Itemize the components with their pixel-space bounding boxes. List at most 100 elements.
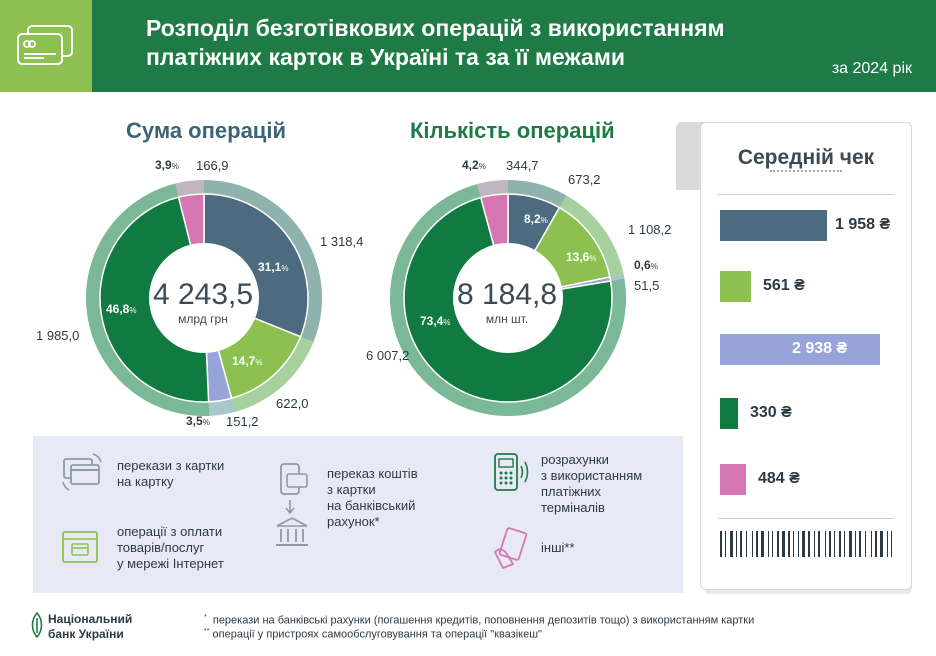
nbu-name-line2: банк України	[48, 627, 124, 641]
legend-other: інші**	[541, 540, 575, 555]
legend-terminals: розрахунки з використанням платіжних тер…	[541, 452, 643, 515]
avg-value-account-transfer: 2 938 ₴	[792, 340, 848, 357]
barcode-bar	[887, 531, 888, 557]
barcode-bar	[849, 531, 852, 557]
count-center-hole	[453, 243, 563, 353]
barcode-bar	[855, 531, 856, 557]
barcode-bar	[798, 531, 799, 557]
header-banner: Розподіл безготівкових операцій з викори…	[0, 0, 936, 92]
count-value-account-transfer: 51,5	[634, 278, 660, 293]
sum-center-hole	[149, 243, 259, 353]
chart-title-count: Кількість операцій	[410, 118, 615, 143]
other-operations-icon	[493, 527, 528, 570]
avg-value-internet: 561 ₴	[763, 277, 805, 294]
barcode-bar	[859, 531, 861, 557]
count-outer-slice-card-to-card	[508, 180, 567, 208]
footnote-1-text: перекази на банківські рахунки (погашенн…	[212, 614, 755, 627]
sum-value-card-to-card: 1 318,4	[320, 234, 364, 249]
legend-internet: операції з оплати товарів/послуг у мереж…	[117, 524, 224, 571]
footnote-2-mark: **	[204, 628, 210, 635]
footnote-2-text: операції у пристроях самообслуговування …	[212, 628, 542, 641]
period-label: за 2024 рік	[831, 60, 912, 77]
sum-pct-account-transfer: 3,5%	[186, 414, 210, 428]
barcode-bar	[834, 531, 835, 557]
avg-value-card-to-card: 1 958 ₴	[835, 216, 891, 233]
receipt-divider-top	[718, 194, 894, 195]
count-value-internet: 1 108,2	[628, 222, 672, 237]
receipt-divider-bottom	[718, 518, 894, 519]
barcode-bar	[761, 531, 764, 557]
page-title-line1: Розподіл безготівкових операцій з викори…	[146, 15, 725, 41]
header-icon-box	[0, 0, 92, 92]
barcode-bar	[777, 531, 779, 557]
count-total-value: 8 184,8	[456, 278, 558, 311]
count-pct-card-to-card: 8,2%	[524, 212, 548, 226]
sum-pct-terminals: 46,8%	[106, 302, 137, 316]
footnote-1: * перекази на банківські рахунки (погаше…	[204, 614, 754, 627]
sum-total-value: 4 243,5	[152, 278, 254, 311]
barcode-bar	[782, 531, 785, 557]
avg-bar-other	[720, 464, 746, 495]
sum-outer-slice-terminals	[85, 183, 210, 416]
sum-pct-other: 3,9%	[155, 158, 179, 172]
legend-card-to-card: перекази з картки на картку	[117, 458, 225, 489]
sum-outer-slice-account-transfer	[208, 398, 236, 416]
count-outer-slice-account-transfer	[609, 274, 625, 282]
barcode-bar	[808, 531, 810, 557]
avg-bar-internet	[720, 271, 751, 302]
barcode-bar	[871, 531, 872, 557]
internet-payment-icon	[62, 531, 98, 563]
barcode-bar	[865, 531, 866, 557]
payment-cards-icon	[17, 25, 73, 65]
barcode-bar	[844, 531, 845, 557]
barcode-bar	[802, 531, 805, 557]
avg-value-terminals: 330 ₴	[750, 404, 792, 421]
average-check-title: Середній чек	[737, 146, 875, 169]
count-value-other: 344,7	[506, 158, 539, 173]
count-pct-terminals: 73,4%	[420, 314, 451, 328]
page-title-line2: платіжних карток в Україні та за її межа…	[146, 44, 626, 70]
count-pct-other: 4,2%	[462, 158, 486, 172]
barcode-bar	[814, 531, 815, 557]
barcode-bar	[818, 531, 820, 557]
barcode-bar	[875, 531, 877, 557]
barcode-bar	[772, 531, 773, 557]
barcode-bar	[891, 531, 892, 557]
count-pct-account-transfer: 0,6%	[634, 258, 658, 272]
nbu-logo	[31, 612, 43, 638]
footnote-1-mark: *	[204, 614, 207, 621]
sum-outer-slice-card-to-card	[204, 180, 322, 342]
account-transfer-icon	[276, 463, 308, 546]
legend-panel: перекази з картки на картку переказ кошт…	[33, 436, 683, 593]
avg-value-other: 484 ₴	[758, 470, 800, 487]
legend-account-transfer: переказ коштів з картки на банківський р…	[327, 466, 418, 529]
card-to-card-icon	[62, 453, 102, 491]
sum-outer-slice-other	[175, 180, 204, 198]
count-total-unit: млн шт.	[485, 312, 529, 326]
barcode-bar	[752, 531, 753, 557]
footnote-2: ** операції у пристроях самообслуговуван…	[204, 628, 542, 641]
barcode-bar	[720, 531, 722, 557]
avg-bar-account-transfer	[720, 334, 880, 365]
barcode-bar	[768, 531, 769, 557]
barcode-bar	[730, 531, 733, 557]
barcode-bar	[880, 531, 883, 557]
barcode	[720, 531, 892, 557]
avg-bar-card-to-card	[720, 210, 827, 241]
barcode-bar	[793, 531, 794, 557]
barcode-bar	[740, 531, 742, 557]
sum-pct-internet: 14,7%	[232, 354, 263, 368]
count-value-terminals: 6 007,2	[366, 348, 410, 363]
sum-total-unit: млрд грн	[178, 312, 228, 326]
pos-terminal-icon	[494, 453, 529, 491]
barcode-bar	[736, 531, 737, 557]
count-outer-slice-other	[477, 179, 508, 198]
sum-value-other: 166,9	[196, 158, 229, 173]
sum-value-internet: 622,0	[276, 396, 309, 411]
barcode-bar	[756, 531, 758, 557]
barcode-bar	[825, 531, 826, 557]
barcode-bar	[839, 531, 841, 557]
barcode-bar	[725, 531, 726, 557]
sum-value-terminals: 1 985,0	[36, 328, 80, 343]
count-outer-slice-internet	[559, 195, 624, 278]
